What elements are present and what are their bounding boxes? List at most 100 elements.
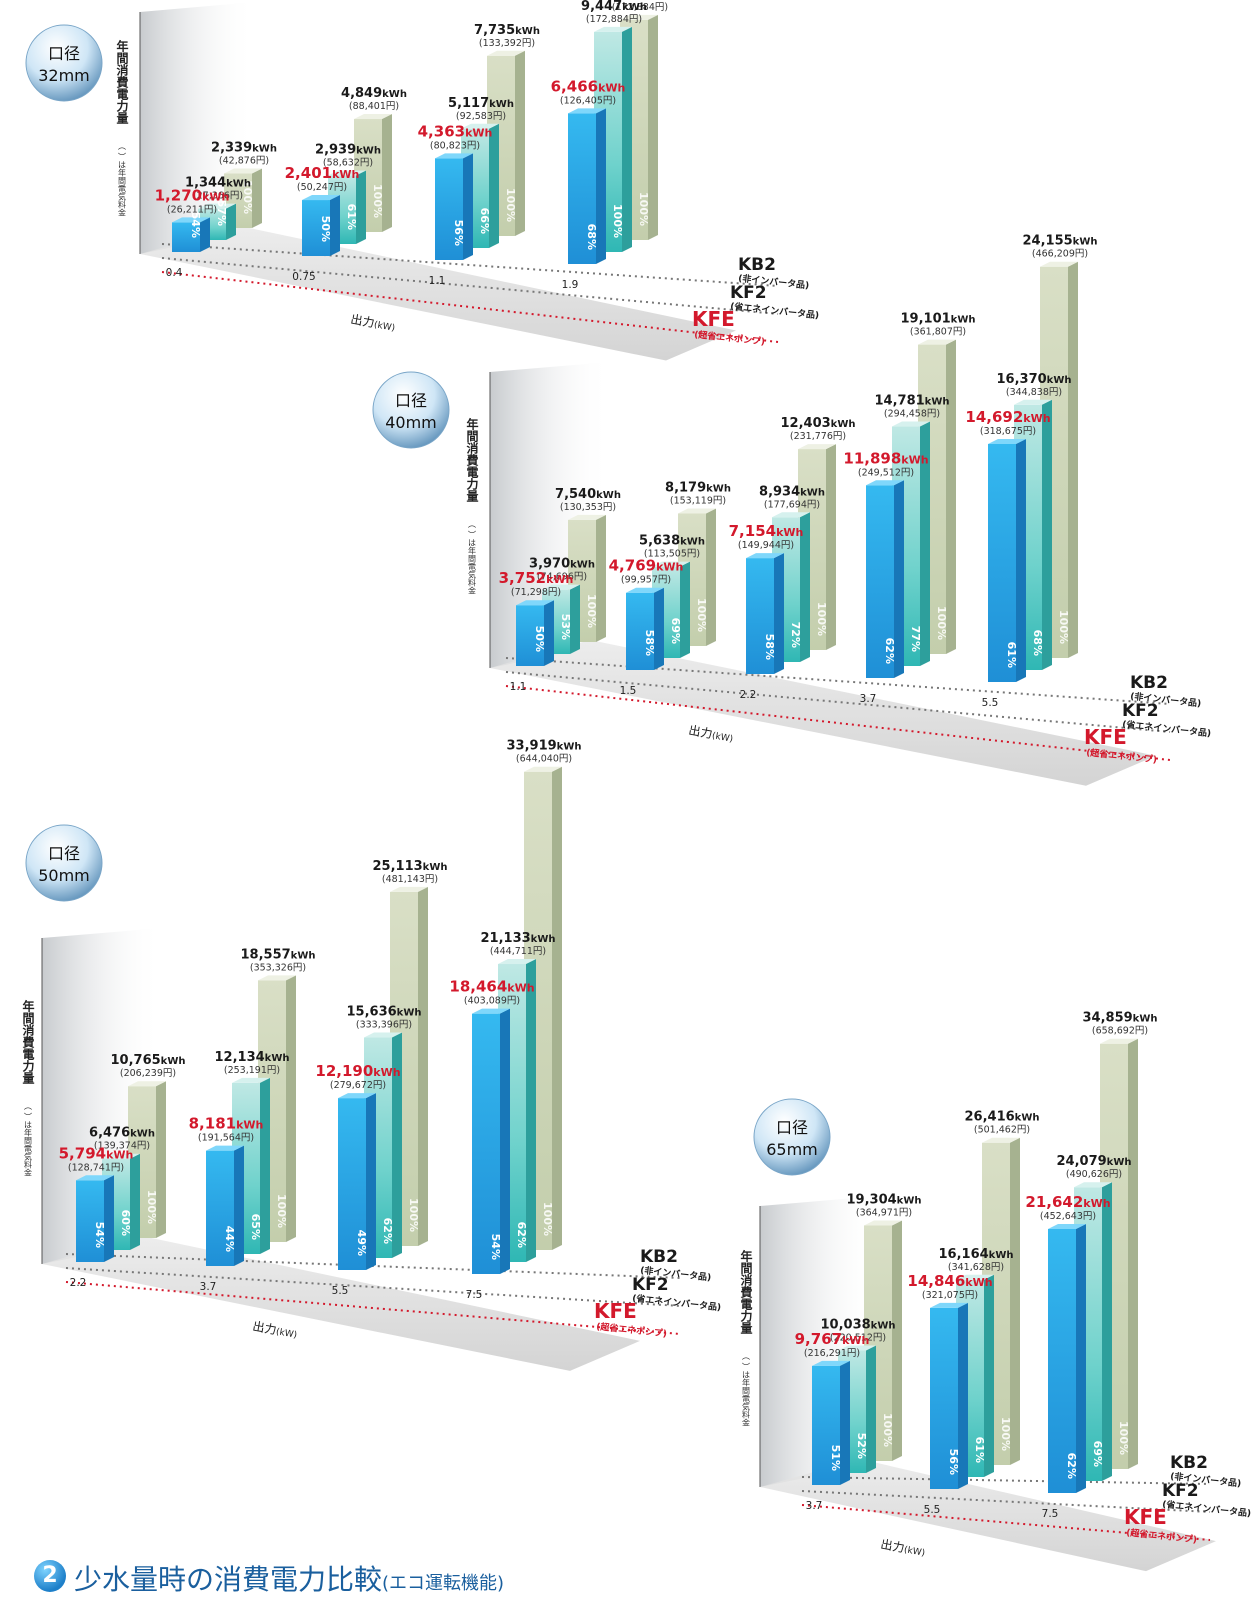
cost-label: (231,776円) xyxy=(790,431,846,442)
bar-side xyxy=(200,217,210,252)
bar-top xyxy=(568,514,606,520)
percent-text: 62% xyxy=(1065,1453,1078,1479)
bar-side xyxy=(680,561,690,658)
legend-kfe: KFE xyxy=(1124,1505,1167,1529)
bar-top xyxy=(594,26,632,32)
cost-label: (113,505円) xyxy=(644,549,700,560)
percent-text: 100% xyxy=(935,606,948,640)
unit-kwh: kWh xyxy=(507,982,534,995)
percent-text: 57% xyxy=(215,200,228,226)
bar-side xyxy=(946,339,956,654)
bar-top xyxy=(620,14,658,20)
cost-label: (92,583円) xyxy=(456,111,506,122)
percent-text: 100% xyxy=(407,1198,420,1232)
section-footer: 2 少水量時の消費電力比較(エコ運転機能) xyxy=(24,1556,1234,1600)
bar-side xyxy=(104,1175,114,1262)
percent-text: 100% xyxy=(999,1417,1012,1451)
percent-label: 100% xyxy=(585,594,598,628)
cost-label: (466,209円) xyxy=(1032,249,1088,260)
bar-top xyxy=(102,1153,140,1159)
unit-kwh: kWh xyxy=(397,1008,422,1019)
chart-50mm: 100% 10,765kWh(206,239円) 100% 18,557kWh(353… xyxy=(21,739,722,1371)
guide-line-kfe xyxy=(801,1504,1211,1541)
value-label: 9,447kWh xyxy=(581,0,647,14)
percent-label: 77% xyxy=(909,626,922,652)
percent-text: 52% xyxy=(855,1433,868,1459)
unit-kwh: kWh xyxy=(776,526,803,539)
unit-kwh: kWh xyxy=(680,537,705,548)
bar-side xyxy=(226,203,236,240)
percent-label: 100% xyxy=(504,188,517,222)
legend-desc-kf2: (省エネインバータ品) xyxy=(730,300,820,321)
value-label: 4,769kWh xyxy=(609,557,684,575)
percent-text: 100% xyxy=(504,188,517,222)
badge-size: 50mm xyxy=(38,866,90,885)
percent-text: 61% xyxy=(1005,642,1018,668)
bar-front xyxy=(746,558,774,674)
unit-kwh: kWh xyxy=(925,397,950,408)
x-tick-label: 7.5 xyxy=(466,1289,483,1301)
bar-top xyxy=(258,975,296,981)
unit-kwh: kWh xyxy=(1015,1113,1040,1124)
unit-kwh: kWh xyxy=(1133,1014,1158,1025)
cost-label: (177,694円) xyxy=(764,499,820,510)
guide-line-kf2 xyxy=(65,1267,681,1307)
x-tick-label: 1.1 xyxy=(429,275,446,287)
cost-label: (130,353円) xyxy=(560,502,616,513)
bar-top xyxy=(487,50,525,56)
x-axis-unit: (kW) xyxy=(903,1545,926,1559)
unit-kwh: kWh xyxy=(546,573,573,586)
unit-kwh: kWh xyxy=(465,126,492,139)
bar-top xyxy=(930,1302,968,1308)
percent-label: 100% xyxy=(815,602,828,636)
cost-label: (361,807円) xyxy=(910,327,966,338)
legend-kf2: KF2 xyxy=(730,283,767,303)
legend-kb2: KB2 xyxy=(1130,673,1168,693)
unit-kwh: kWh xyxy=(951,315,976,326)
cost-label: (658,692円) xyxy=(1092,1026,1148,1037)
percent-label: 100% xyxy=(541,1202,554,1236)
percent-text: 54% xyxy=(93,1222,106,1248)
x-tick-label: 1.9 xyxy=(562,279,579,291)
cost-label: (403,089円) xyxy=(464,996,520,1007)
bar-kf2: 53% 3,970kWh(74,696円) xyxy=(529,557,595,654)
percent-text: 62% xyxy=(515,1222,528,1248)
percent-label: 66% xyxy=(478,208,491,234)
cost-label: (481,143円) xyxy=(382,874,438,885)
value-label: 12,190kWh xyxy=(315,1062,400,1080)
legend-desc-kf2: (省エネインバータ品) xyxy=(1122,718,1212,739)
percent-label: 100% xyxy=(695,598,708,632)
cost-label: (206,239円) xyxy=(120,1068,176,1079)
diameter-badge: 口径 40mm xyxy=(372,371,450,449)
x-tick-label: 2.2 xyxy=(70,1277,87,1289)
percent-label: 61% xyxy=(1005,642,1018,668)
bar-top xyxy=(172,217,210,223)
cost-label: (644,040円) xyxy=(516,754,572,765)
badge-circle xyxy=(372,371,450,449)
unit-kwh: kWh xyxy=(901,453,928,466)
bar-top xyxy=(1100,1038,1138,1044)
unit-kwh: kWh xyxy=(842,1334,869,1347)
x-tick-label: 5.5 xyxy=(332,1285,349,1297)
value-label: 5,794kWh xyxy=(59,1144,134,1162)
section-title-text: 少水量時の消費電力比較 xyxy=(74,1563,383,1596)
x-tick-label: 0.4 xyxy=(166,267,183,279)
legend-kb2: KB2 xyxy=(640,1247,678,1267)
percent-text: 51% xyxy=(829,1445,842,1471)
percent-label: 57% xyxy=(215,200,228,226)
bar-top xyxy=(198,203,236,209)
value-label: 21,133kWh xyxy=(481,931,556,946)
value-label: 8,934kWh xyxy=(759,484,825,499)
value-label: 18,557kWh xyxy=(241,947,316,962)
bar-side xyxy=(1128,1038,1138,1469)
percent-label: 100% xyxy=(881,1413,894,1447)
bar-front xyxy=(988,443,1016,682)
percent-text: 65% xyxy=(249,1214,262,1240)
x-axis-unit: (kW) xyxy=(711,731,734,745)
chart-32mm: 100% 2,339kWh(42,876円) 100% 4,849kWh(88,401… xyxy=(25,0,820,361)
unit-kwh: kWh xyxy=(1083,1197,1110,1210)
percent-label: 44% xyxy=(223,1226,236,1252)
value-label: 19,304kWh xyxy=(847,1192,922,1207)
percent-label: 50% xyxy=(533,626,546,652)
percent-text: 50% xyxy=(533,626,546,652)
